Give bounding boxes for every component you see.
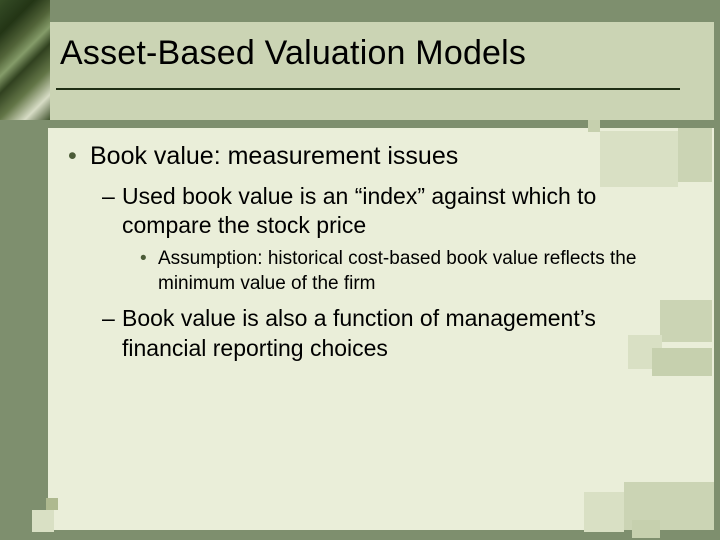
slide: Asset-Based Valuation Models Book value:… xyxy=(0,0,720,540)
decor-square xyxy=(46,498,58,510)
title-underline xyxy=(56,88,680,90)
decor-square xyxy=(660,300,712,342)
decor-square xyxy=(588,120,600,132)
bullet-level-2: Used book value is an “index” against wh… xyxy=(102,182,660,241)
decor-square xyxy=(32,510,54,532)
decor-square xyxy=(652,348,712,376)
bullet-level-3: Assumption: historical cost-based book v… xyxy=(140,247,660,296)
bullet-level-1: Book value: measurement issues xyxy=(68,140,660,172)
corner-decor-image xyxy=(0,0,50,120)
decor-square xyxy=(584,492,624,532)
decor-square xyxy=(632,520,660,538)
bullet-level-2: Book value is also a function of managem… xyxy=(102,304,660,363)
slide-title: Asset-Based Valuation Models xyxy=(60,34,680,73)
decor-square xyxy=(678,128,712,182)
content-area: Book value: measurement issues Used book… xyxy=(68,140,660,369)
